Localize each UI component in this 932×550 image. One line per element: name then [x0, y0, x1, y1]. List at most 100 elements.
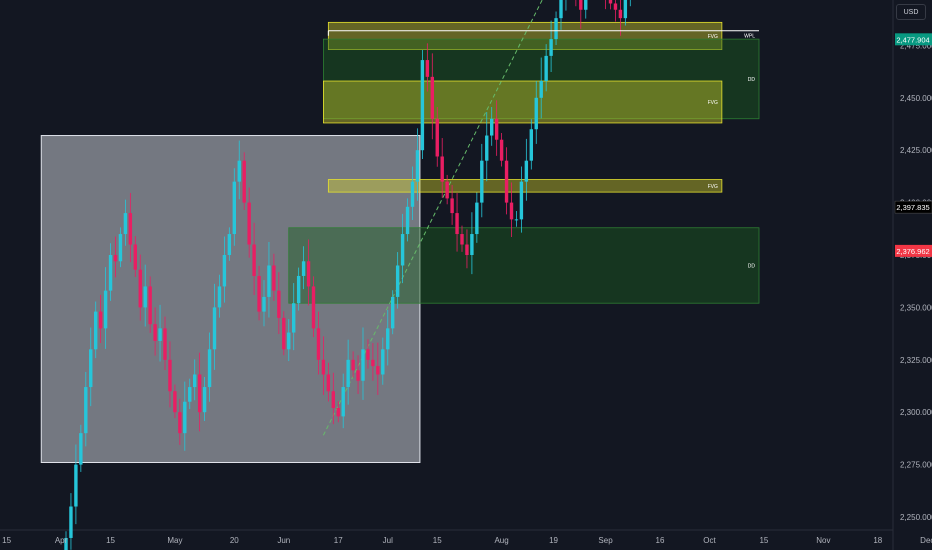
trend-line: [322, 0, 543, 436]
price-tag-label: 2,477.904: [896, 35, 929, 44]
candle-body: [242, 160, 246, 203]
candle-body: [608, 0, 613, 4]
candle-body: [217, 286, 222, 308]
time-tick-label: 15: [433, 536, 442, 545]
currency-button[interactable]: USD: [896, 4, 926, 20]
candle-body: [306, 261, 311, 287]
candle-body: [267, 265, 271, 297]
time-tick-label: 15: [759, 536, 768, 545]
time-tick-label: Oct: [703, 536, 716, 545]
candle-body: [559, 0, 563, 19]
candle-body: [193, 374, 197, 388]
price-tick-label: 2,450.000: [900, 94, 932, 103]
candle-body: [202, 387, 207, 413]
candle-body: [237, 160, 241, 182]
zone-label: DD: [748, 77, 756, 83]
time-axis[interactable]: 15 Apr 15 May 20 Jun 17 Jul 15 Aug 19 Sep 16 Oct 15 Nov…: [2, 536, 932, 545]
candle-body: [153, 324, 157, 341]
candle-body: [103, 290, 108, 329]
candle-body: [346, 359, 350, 388]
price-tick-label: 2,475.000: [900, 41, 932, 50]
candle-body: [539, 81, 543, 98]
candle-body: [301, 261, 306, 276]
candle-body: [371, 359, 375, 367]
candle-body: [450, 198, 454, 214]
price-tag: [895, 244, 932, 257]
price-tick-label: 2,425.000: [900, 146, 932, 155]
candle-body: [405, 206, 410, 235]
candle-body: [445, 181, 449, 199]
price-tag-label: 2,397.835: [896, 203, 929, 212]
price-axis[interactable]: 2,250.000 2,275.000 2,300.000 2,325.000 2,35…: [900, 0, 932, 522]
zone-label: DD: [748, 263, 756, 269]
candle-body: [356, 370, 360, 381]
level-label: WPL: [744, 34, 755, 40]
candle-body: [183, 401, 187, 434]
candle-body: [143, 286, 147, 308]
trend-line-layer: [322, 0, 543, 436]
zones-layer: FVGFVGFVGFVGFVGDDFVGFVGDD: [288, 21, 760, 304]
candle-body: [386, 328, 390, 350]
dd-zone: [288, 227, 760, 304]
candle-body: [296, 275, 301, 304]
fvg-zone: [327, 21, 723, 50]
candle-body: [544, 55, 548, 82]
candle-body: [336, 408, 340, 417]
candle-body: [64, 537, 68, 550]
time-tick-label: Apr: [55, 536, 68, 545]
candle-body: [178, 412, 182, 434]
candle-body: [400, 234, 405, 266]
zone-label: FVG: [708, 100, 718, 106]
time-tick-label: 20: [230, 536, 239, 545]
price-tick-label: 2,300.000: [900, 408, 932, 417]
time-tick-label: 15: [106, 536, 115, 545]
candle-body: [499, 139, 504, 161]
candle-body: [584, 0, 588, 10]
candle-body: [316, 328, 321, 360]
zone-label: FVG: [708, 184, 718, 190]
candle-body: [509, 202, 514, 220]
candle-body: [84, 387, 88, 434]
candle-body: [331, 391, 335, 409]
time-tick-label: Aug: [494, 536, 508, 545]
candle-body: [455, 213, 459, 235]
time-tick-label: 16: [656, 536, 665, 545]
price-tag: [894, 200, 932, 214]
candle-body: [490, 118, 494, 136]
candle-body: [74, 464, 78, 507]
candle-body: [415, 150, 420, 182]
axis-separators: [0, 0, 894, 550]
candle-body: [197, 374, 202, 413]
candle-body: [133, 244, 137, 270]
candle-body: [163, 328, 167, 360]
price-tick-label: 2,275.000: [900, 461, 932, 470]
candle-body: [212, 307, 217, 350]
candle-body: [138, 269, 142, 308]
candle-body: [435, 118, 439, 157]
candle-body: [579, 0, 583, 10]
time-tick-label: Dec: [920, 536, 932, 545]
price-tick-label: 2,350.000: [900, 303, 932, 312]
time-tick-label: 19: [549, 536, 558, 545]
candle-body: [108, 255, 113, 291]
candle-body: [391, 296, 395, 329]
candle-body: [613, 3, 618, 10]
candle-body: [504, 160, 509, 203]
time-tick-label: Jun: [277, 536, 290, 545]
zone-label: FVG: [708, 34, 718, 40]
candle-body: [207, 349, 212, 388]
candle-body: [460, 234, 464, 245]
candle-body: [410, 181, 415, 207]
candle-body: [277, 290, 281, 318]
price-tags-layer: XAUUSD2,717.79003:35:182,477.9042,397.83…: [894, 33, 932, 257]
candle-body: [494, 118, 499, 140]
candle-body: [292, 303, 296, 333]
candle-body: [425, 60, 430, 77]
time-tick-label: 17: [334, 536, 343, 545]
candle-body: [222, 255, 227, 287]
candle-body: [534, 97, 538, 130]
candle-body: [173, 391, 177, 413]
candle-body: [554, 18, 558, 40]
candle-body: [98, 311, 103, 329]
